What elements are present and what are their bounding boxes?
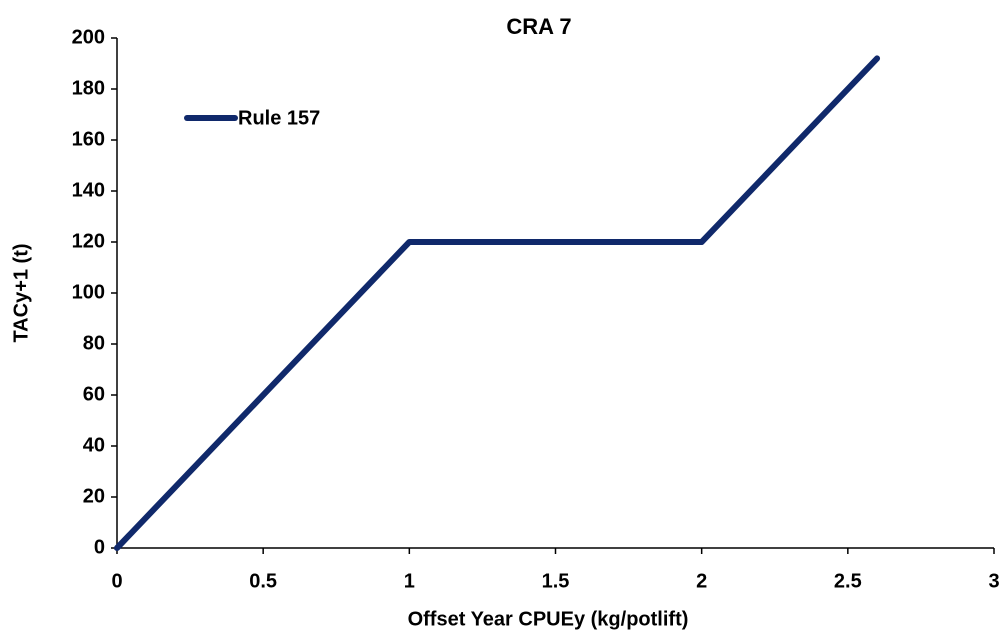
- x-tick-label: 0.5: [249, 570, 277, 592]
- x-tick-label: 1: [404, 570, 415, 592]
- x-tick-label: 0: [111, 570, 122, 592]
- y-tick-label: 60: [83, 383, 105, 405]
- x-tick-label: 1.5: [542, 570, 570, 592]
- y-tick-label: 160: [72, 128, 105, 150]
- y-tick-label: 100: [72, 281, 105, 303]
- x-tick-label: 2: [696, 570, 707, 592]
- y-tick-label: 0: [94, 536, 105, 558]
- y-tick-label: 120: [72, 230, 105, 252]
- x-tick-label: 2.5: [834, 570, 862, 592]
- y-tick-label: 200: [72, 26, 105, 48]
- data-line: [114, 55, 881, 551]
- x-tick-label: 3: [988, 570, 999, 592]
- x-axis-label: Offset Year CPUEy (kg/potlift): [408, 608, 689, 630]
- y-tick-label: 80: [83, 332, 105, 354]
- y-tick-label: 140: [72, 179, 105, 201]
- y-tick-label: 180: [72, 77, 105, 99]
- chart-title: CRA 7: [506, 14, 571, 39]
- legend-label: Rule 157: [238, 107, 320, 129]
- y-tick-label: 20: [83, 485, 105, 507]
- y-axis-label: TACy+1 (t): [10, 243, 32, 342]
- y-tick-label: 40: [83, 434, 105, 456]
